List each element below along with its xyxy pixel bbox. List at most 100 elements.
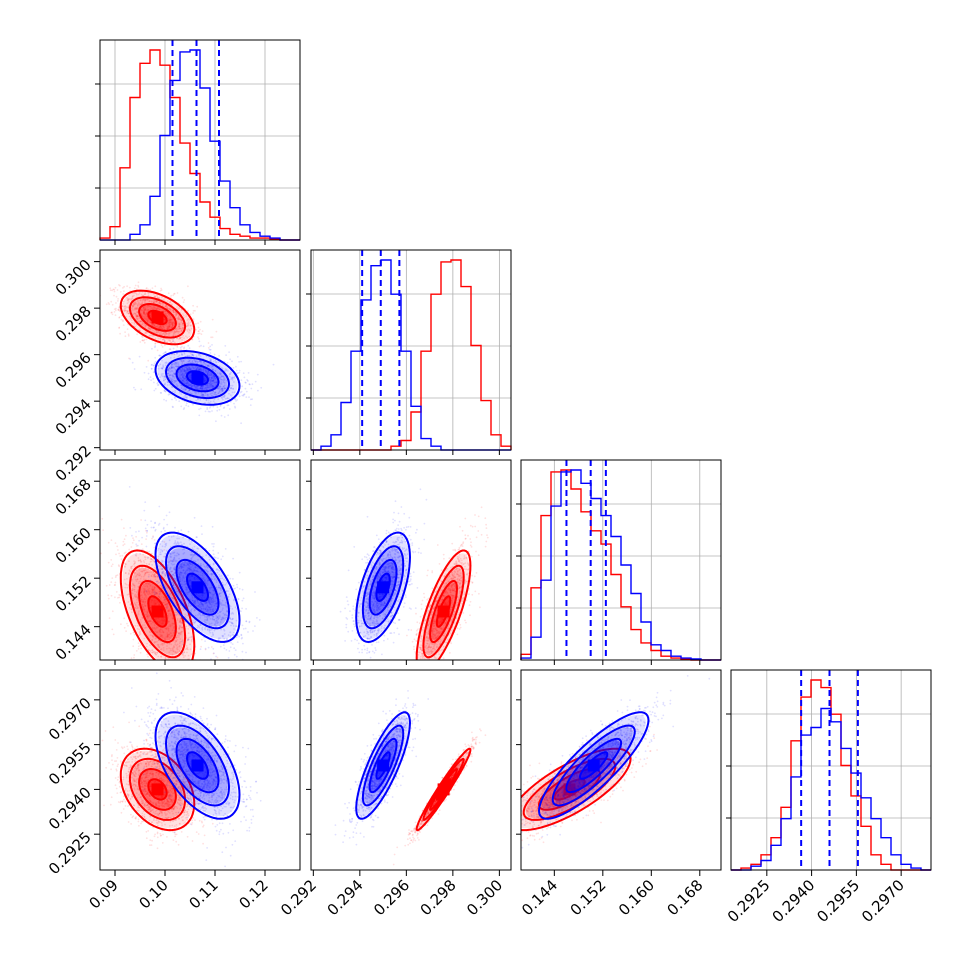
sample-point: [146, 531, 148, 534]
sample-point: [239, 391, 242, 394]
sample-point: [171, 324, 174, 327]
sample-point: [214, 391, 217, 394]
sample-point: [124, 331, 126, 333]
sample-point: [195, 368, 197, 371]
sample-point: [115, 574, 117, 577]
sample-point: [182, 334, 185, 337]
sample-point: [168, 366, 171, 369]
sample-point: [183, 374, 186, 377]
sample-point: [228, 373, 231, 376]
sample-point: [182, 368, 184, 371]
sample-point: [170, 326, 172, 329]
sample-point: [247, 372, 250, 374]
sample-point: [226, 404, 229, 407]
sample-point: [121, 305, 124, 308]
sample-point: [231, 384, 234, 387]
sample-point: [199, 385, 202, 388]
sample-point: [166, 327, 169, 330]
sample-point: [208, 373, 211, 376]
sample-point: [159, 391, 162, 394]
sample-point: [221, 388, 224, 391]
sample-point: [182, 322, 184, 325]
sample-point: [162, 365, 165, 368]
sample-point: [120, 623, 122, 626]
sample-point: [188, 355, 190, 357]
sample-point: [225, 368, 228, 371]
sample-point: [129, 527, 132, 529]
sample-point: [175, 380, 178, 382]
sample-point: [154, 345, 157, 347]
sample-point: [135, 650, 138, 652]
sample-point: [235, 369, 238, 372]
sample-point: [180, 321, 183, 324]
sample-point: [196, 385, 198, 387]
sample-point: [241, 599, 244, 602]
sample-point: [194, 646, 197, 648]
sample-point: [173, 380, 176, 383]
sample-point: [187, 322, 190, 325]
sample-point: [221, 390, 224, 393]
sample-point: [190, 665, 192, 667]
sample-point: [187, 530, 190, 533]
sample-point: [191, 359, 194, 362]
sample-point: [199, 387, 202, 389]
sample-point: [220, 414, 223, 417]
sample-point: [170, 377, 172, 380]
sample-point: [177, 330, 180, 333]
sample-point: [167, 368, 170, 370]
sample-point: [166, 328, 169, 330]
sample-point: [217, 375, 220, 378]
sample-point: [181, 323, 184, 325]
sample-point: [143, 311, 145, 314]
sample-point: [123, 543, 126, 545]
sample-point: [230, 641, 233, 644]
sample-point: [201, 330, 204, 332]
sample-point: [202, 345, 205, 348]
sample-point: [119, 332, 121, 335]
sample-point: [201, 394, 204, 397]
sample-point: [196, 361, 199, 363]
sample-point: [153, 362, 156, 365]
sample-point: [196, 385, 199, 388]
sample-point: [175, 328, 177, 330]
sample-point: [187, 328, 190, 330]
sample-point: [213, 398, 216, 401]
sample-point: [146, 523, 149, 526]
sample-point: [176, 328, 179, 331]
sample-point: [244, 381, 247, 384]
sample-point: [228, 392, 230, 395]
sample-point: [164, 306, 167, 308]
sample-point: [169, 318, 172, 321]
sample-point: [139, 341, 142, 343]
sample-point: [173, 372, 175, 375]
sample-point: [158, 308, 161, 311]
sample-point: [172, 339, 175, 341]
sample-point: [155, 331, 158, 333]
sample-point: [248, 396, 250, 398]
sample-point: [135, 531, 137, 533]
sample-point: [126, 310, 129, 313]
sample-point: [188, 360, 190, 363]
sample-point: [108, 303, 111, 305]
sample-point: [223, 396, 225, 399]
sample-point: [123, 309, 125, 312]
sample-point: [272, 363, 275, 366]
sample-point: [134, 307, 137, 310]
sample-point: [167, 319, 170, 321]
sample-point: [204, 387, 207, 389]
sample-point: [147, 359, 150, 362]
sample-point: [230, 378, 233, 381]
sample-point: [187, 360, 190, 363]
sample-point: [155, 300, 158, 303]
sample-point: [210, 376, 213, 379]
sample-point: [164, 376, 166, 378]
sample-point: [179, 376, 181, 379]
sample-point: [195, 360, 197, 362]
sample-point: [217, 392, 220, 395]
sample-point: [173, 373, 176, 375]
sample-point: [192, 366, 194, 368]
sample-point: [171, 323, 174, 326]
sample-point: [186, 325, 189, 327]
sample-point: [145, 313, 147, 316]
sample-point: [159, 303, 162, 306]
